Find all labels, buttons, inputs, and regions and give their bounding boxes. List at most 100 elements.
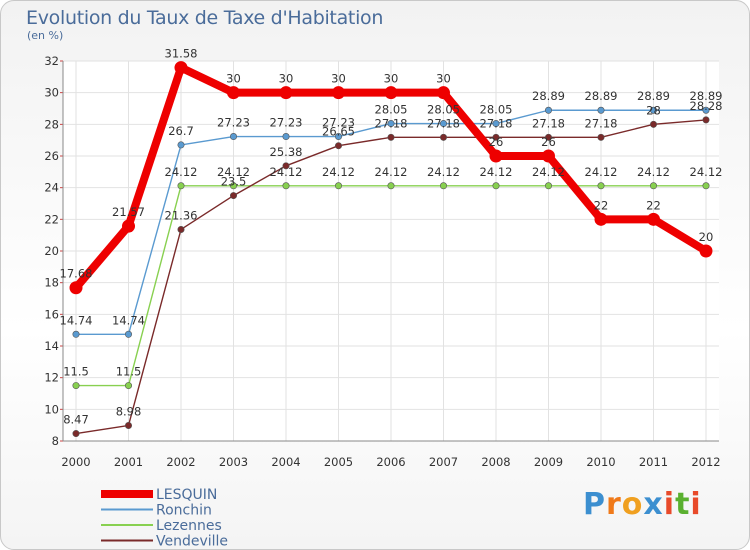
data-point-lezennes bbox=[702, 182, 710, 190]
data-label-lesquin: 30 bbox=[226, 72, 241, 86]
data-label-vendeville: 26.65 bbox=[322, 125, 355, 139]
data-point-lesquin bbox=[227, 86, 240, 100]
data-label-lezennes: 24.12 bbox=[322, 165, 355, 179]
data-point-lesquin bbox=[69, 281, 83, 295]
data-label-lesquin: 30 bbox=[436, 72, 451, 86]
data-label-vendeville: 8.98 bbox=[116, 404, 142, 418]
data-point-lesquin bbox=[542, 149, 555, 163]
data-point-ronchin bbox=[125, 330, 133, 338]
chart-title: Evolution du Taux de Taxe d'Habitation bbox=[26, 7, 384, 29]
data-label-vendeville: 28 bbox=[646, 103, 661, 117]
logo-letter: o bbox=[621, 487, 644, 522]
data-label-lesquin: 30 bbox=[331, 72, 346, 86]
data-point-ronchin bbox=[439, 120, 447, 128]
data-label-lezennes: 24.12 bbox=[637, 165, 670, 179]
legend-label-ronchin: Ronchin bbox=[156, 503, 212, 519]
y-tick-label: 16 bbox=[44, 307, 59, 321]
data-label-lezennes: 24.12 bbox=[270, 165, 303, 179]
unit-label: (en %) bbox=[27, 29, 64, 42]
proxiti-logo: Proxiti bbox=[583, 487, 702, 522]
y-tick-label: 24 bbox=[44, 181, 59, 195]
legend-label-lesquin: LESQUIN bbox=[156, 487, 217, 503]
data-label-lesquin: 26 bbox=[489, 135, 504, 149]
y-tick-label: 8 bbox=[52, 434, 59, 448]
data-point-lesquin bbox=[279, 86, 293, 100]
data-label-lesquin: 30 bbox=[384, 72, 399, 86]
y-tick-label: 18 bbox=[44, 276, 59, 290]
data-point-lezennes bbox=[597, 182, 605, 190]
x-tick-label: 2006 bbox=[376, 455, 405, 469]
data-point-vendeville bbox=[492, 133, 500, 141]
data-label-lezennes: 24.12 bbox=[532, 165, 565, 179]
data-point-ronchin bbox=[649, 106, 657, 114]
data-point-vendeville bbox=[125, 421, 133, 429]
data-point-vendeville bbox=[597, 133, 605, 141]
data-point-lesquin bbox=[174, 61, 188, 75]
data-point-lesquin bbox=[384, 86, 398, 100]
data-label-ronchin: 28.05 bbox=[480, 103, 513, 117]
data-point-lesquin bbox=[699, 244, 713, 258]
data-label-ronchin: 14.74 bbox=[60, 313, 93, 327]
logo-letter: x bbox=[643, 487, 664, 522]
data-point-lesquin bbox=[332, 86, 345, 100]
data-point-ronchin bbox=[72, 330, 80, 338]
data-label-lezennes: 24.12 bbox=[585, 165, 618, 179]
data-label-vendeville: 27.18 bbox=[427, 116, 460, 130]
data-label-lezennes: 11.5 bbox=[63, 365, 89, 379]
data-label-lesquin: 22 bbox=[646, 198, 661, 212]
data-point-ronchin bbox=[334, 133, 342, 141]
data-label-ronchin: 28.05 bbox=[375, 103, 408, 117]
data-point-lesquin bbox=[122, 219, 135, 233]
logo-letter: r bbox=[606, 487, 622, 522]
data-label-ronchin: 28.05 bbox=[427, 103, 460, 117]
y-tick-label: 22 bbox=[44, 212, 59, 226]
data-point-lesquin bbox=[594, 212, 608, 226]
x-tick-label: 2001 bbox=[114, 455, 143, 469]
data-point-ronchin bbox=[177, 141, 185, 149]
data-point-vendeville bbox=[387, 133, 395, 141]
x-tick-label: 2004 bbox=[271, 455, 300, 469]
x-tick-label: 2012 bbox=[691, 455, 720, 469]
data-label-vendeville: 8.47 bbox=[63, 413, 89, 427]
data-label-lezennes: 24.12 bbox=[375, 165, 408, 179]
data-label-ronchin: 27.23 bbox=[217, 116, 250, 130]
data-point-lezennes bbox=[125, 382, 133, 390]
data-point-ronchin bbox=[282, 133, 290, 141]
data-label-lesquin: 22 bbox=[594, 198, 609, 212]
data-label-ronchin: 28.89 bbox=[585, 89, 618, 103]
data-point-lezennes bbox=[177, 182, 185, 190]
data-label-lesquin: 31.58 bbox=[165, 47, 198, 61]
data-point-lezennes bbox=[230, 182, 238, 190]
data-point-lezennes bbox=[544, 182, 552, 190]
data-point-lezennes bbox=[387, 182, 395, 190]
data-point-lezennes bbox=[72, 382, 80, 390]
data-label-lezennes: 24.12 bbox=[427, 165, 460, 179]
data-label-vendeville: 21.36 bbox=[165, 208, 198, 222]
data-label-ronchin: 14.74 bbox=[112, 313, 145, 327]
data-label-vendeville: 27.18 bbox=[480, 116, 513, 130]
data-point-lezennes bbox=[282, 182, 290, 190]
data-point-lesquin bbox=[647, 212, 660, 226]
data-point-vendeville bbox=[177, 225, 185, 233]
x-tick-label: 2010 bbox=[586, 455, 615, 469]
x-tick-label: 2003 bbox=[219, 455, 248, 469]
data-point-lezennes bbox=[649, 182, 657, 190]
data-point-lezennes bbox=[492, 182, 500, 190]
data-point-vendeville bbox=[649, 120, 657, 128]
data-point-lesquin bbox=[489, 149, 503, 163]
data-point-ronchin bbox=[230, 133, 238, 141]
logo-letter: i bbox=[663, 487, 676, 522]
data-label-vendeville: 27.18 bbox=[532, 116, 565, 130]
data-label-vendeville: 27.18 bbox=[585, 116, 618, 130]
data-label-lesquin: 17.68 bbox=[60, 267, 93, 281]
data-label-vendeville: 25.38 bbox=[270, 145, 303, 159]
y-tick-label: 20 bbox=[44, 244, 59, 258]
data-label-lesquin: 26 bbox=[541, 135, 556, 149]
data-label-lesquin: 20 bbox=[699, 230, 714, 244]
logo-letter: P bbox=[583, 487, 606, 522]
y-tick-label: 12 bbox=[44, 371, 59, 385]
data-point-ronchin bbox=[544, 106, 552, 114]
data-point-ronchin bbox=[492, 120, 500, 128]
data-label-ronchin: 28.89 bbox=[532, 89, 565, 103]
